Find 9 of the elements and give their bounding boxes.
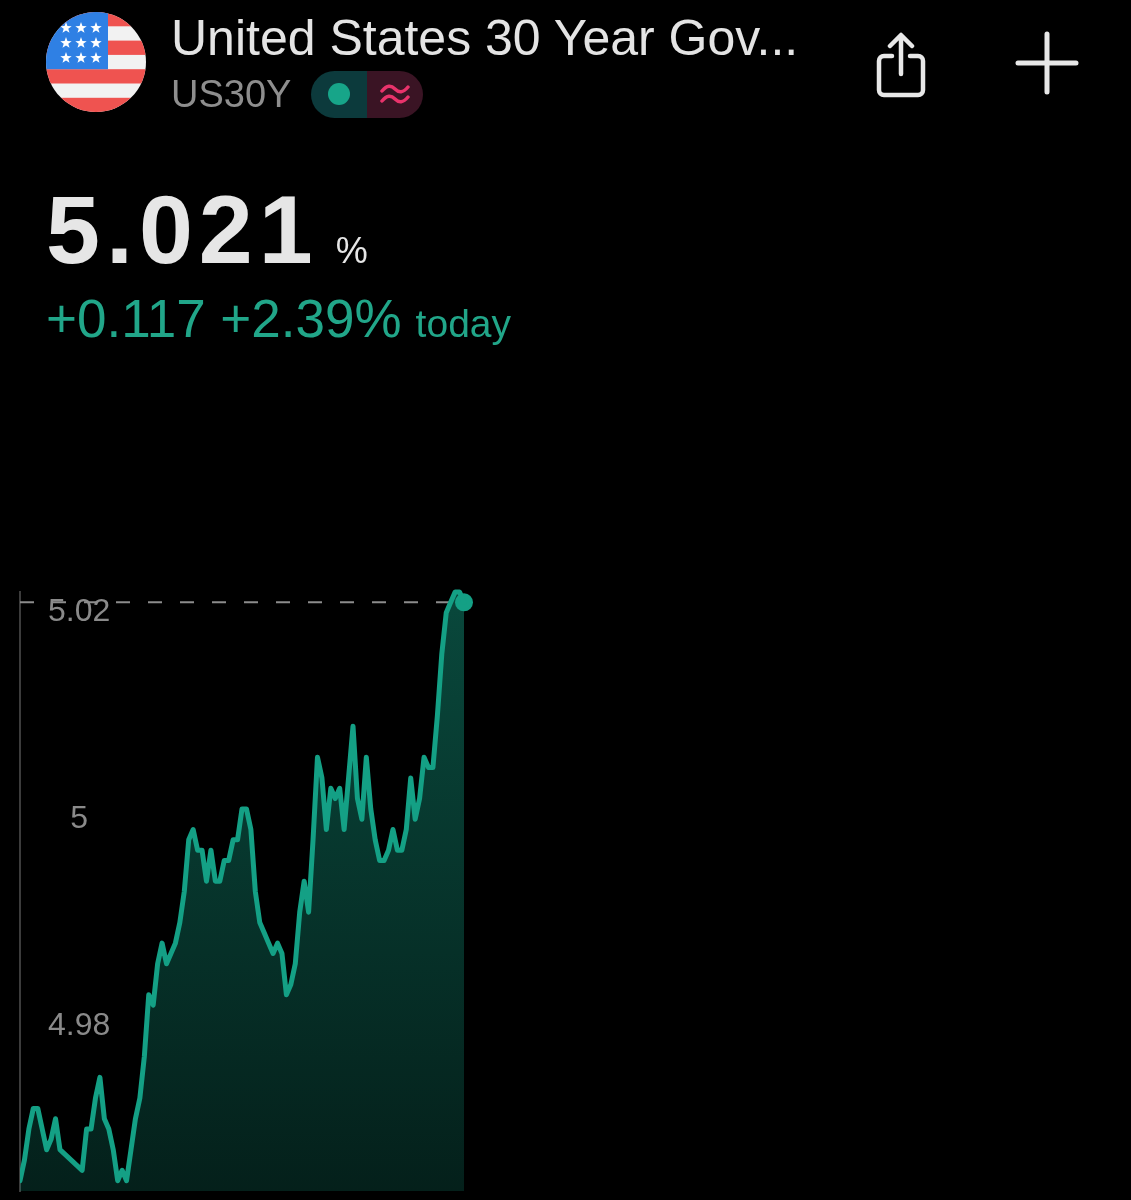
text: % (335, 230, 368, 271)
chart-subtitle: US30Y (171, 72, 292, 117)
y-tick-label: 5 (70, 799, 89, 836)
text: today (415, 302, 512, 345)
chart-title: United States 30 Year Gov... (171, 10, 799, 66)
text: +0.117 +2.39% (46, 289, 402, 348)
y-tick-label: 5.02 (48, 592, 111, 629)
text: 5.021 (46, 175, 319, 284)
y-tick-label: 4.98 (48, 1005, 111, 1042)
